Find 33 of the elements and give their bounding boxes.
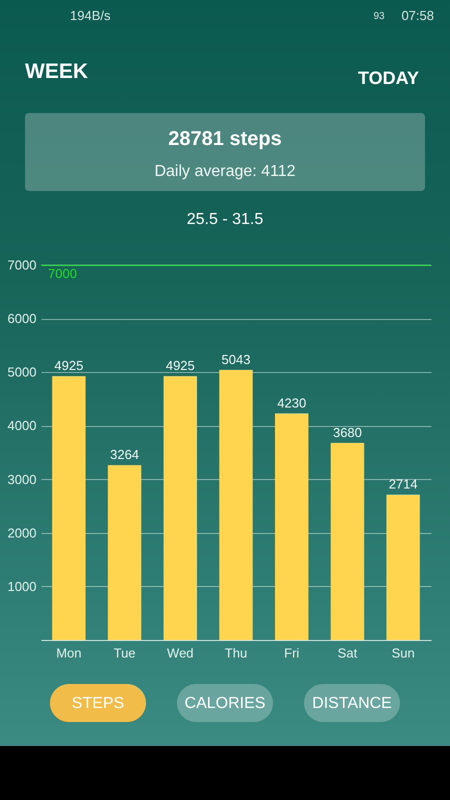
- data-label: 4230: [277, 395, 306, 410]
- data-label: 3264: [110, 447, 140, 462]
- data-label: 2714: [388, 476, 418, 492]
- x-tick-label: Sun: [392, 646, 415, 660]
- x-tick-label: Mon: [56, 646, 82, 660]
- text: 25.5 - 31.5: [186, 211, 264, 228]
- text: 93: [373, 11, 385, 22]
- ref-line-label: 7000: [48, 266, 77, 281]
- y-tick-label: 6000: [8, 311, 36, 326]
- y-tick-label: 1000: [8, 578, 36, 594]
- y-tick-label: 2000: [8, 525, 36, 540]
- text: 194B/s: [70, 8, 111, 23]
- x-tick-label: Fri: [284, 646, 300, 660]
- data-label: 4925: [54, 358, 84, 374]
- x-tick-label: Tue: [114, 646, 136, 660]
- data-label: 4925: [166, 358, 195, 374]
- text: CALORIES: [184, 695, 266, 712]
- y-tick-label: 3000: [8, 472, 36, 487]
- y-tick-label: 7000: [8, 258, 36, 272]
- text: DISTANCE: [312, 695, 392, 712]
- text: STEPS: [72, 695, 124, 712]
- x-tick-label: Sat: [338, 646, 358, 660]
- y-tick-label: 5000: [8, 364, 36, 380]
- text: TODAY: [358, 68, 419, 88]
- data-label: 3680: [332, 424, 362, 440]
- chart-title: WEEK: [25, 60, 88, 83]
- y-tick-label: 4000: [8, 418, 36, 434]
- x-tick-label: Wed: [167, 646, 194, 660]
- text: 07:58: [401, 8, 434, 23]
- data-label: 5043: [222, 352, 250, 367]
- text: Daily average: 4112: [154, 163, 296, 180]
- x-tick-label: Thu: [224, 646, 248, 660]
- text: 28781 steps: [168, 128, 282, 150]
